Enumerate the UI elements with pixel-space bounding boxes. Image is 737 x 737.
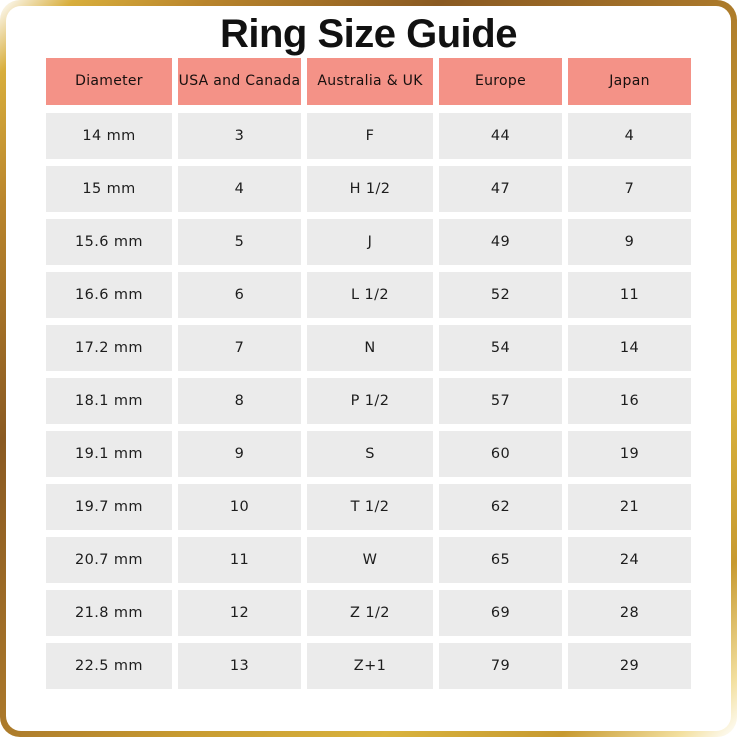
table-header-cell: Japan	[568, 58, 691, 105]
table-cell: 49	[439, 219, 562, 265]
table-cell: 9	[568, 219, 691, 265]
table-row: 22.5 mm 13 Z+1 79 29	[46, 643, 691, 689]
table-cell: 4	[178, 166, 301, 212]
table-cell: F	[307, 113, 433, 159]
table-cell: L 1/2	[307, 272, 433, 318]
table-cell: W	[307, 537, 433, 583]
table-cell: 60	[439, 431, 562, 477]
table-header-row: Diameter USA and Canada Australia & UK Euro…	[46, 58, 691, 105]
table-cell: 12	[178, 590, 301, 636]
table-cell: 21.8 mm	[46, 590, 172, 636]
table-header-cell: Australia & UK	[307, 58, 433, 105]
table-cell: 4	[568, 113, 691, 159]
table-cell: 7	[178, 325, 301, 371]
table-cell: 15.6 mm	[46, 219, 172, 265]
table-cell: 57	[439, 378, 562, 424]
table-cell: 62	[439, 484, 562, 530]
ring-size-table: Diameter USA and Canada Australia & UK Euro…	[46, 58, 691, 696]
table-cell: Z 1/2	[307, 590, 433, 636]
table-cell: 6	[178, 272, 301, 318]
table-cell: N	[307, 325, 433, 371]
page-title: Ring Size Guide	[220, 12, 517, 56]
table-header-cell: Diameter	[46, 58, 172, 105]
table-cell: 19	[568, 431, 691, 477]
table-row: 17.2 mm 7 N 54 14	[46, 325, 691, 371]
table-cell: 19.7 mm	[46, 484, 172, 530]
table-row: 20.7 mm 11 W 65 24	[46, 537, 691, 583]
table-cell: 14 mm	[46, 113, 172, 159]
table-cell: S	[307, 431, 433, 477]
table-body: 14 mm 3 F 44 4 15 mm 4 H 1/2 47 7 15.6 mm 5 J 49 9 16.6…	[46, 113, 691, 689]
table-cell: 24	[568, 537, 691, 583]
table-cell: 14	[568, 325, 691, 371]
table-cell: P 1/2	[307, 378, 433, 424]
table-cell: 28	[568, 590, 691, 636]
table-header-cell: Europe	[439, 58, 562, 105]
table-cell: 69	[439, 590, 562, 636]
table-cell: 15 mm	[46, 166, 172, 212]
table-cell: 3	[178, 113, 301, 159]
table-header-cell: USA and Canada	[178, 58, 301, 105]
table-cell: 10	[178, 484, 301, 530]
table-cell: H 1/2	[307, 166, 433, 212]
table-cell: 18.1 mm	[46, 378, 172, 424]
table-row: 19.1 mm 9 S 60 19	[46, 431, 691, 477]
table-cell: 54	[439, 325, 562, 371]
table-cell: 9	[178, 431, 301, 477]
table-cell: 65	[439, 537, 562, 583]
table-cell: 21	[568, 484, 691, 530]
table-cell: 13	[178, 643, 301, 689]
table-row: 21.8 mm 12 Z 1/2 69 28	[46, 590, 691, 636]
page-canvas: Ring Size Guide Diameter USA and Canada Au…	[6, 6, 731, 731]
table-cell: 11	[568, 272, 691, 318]
table-row: 16.6 mm 6 L 1/2 52 11	[46, 272, 691, 318]
table-cell: 11	[178, 537, 301, 583]
table-row: 15 mm 4 H 1/2 47 7	[46, 166, 691, 212]
table-cell: 52	[439, 272, 562, 318]
table-cell: 44	[439, 113, 562, 159]
table-row: 19.7 mm 10 T 1/2 62 21	[46, 484, 691, 530]
table-cell: 20.7 mm	[46, 537, 172, 583]
table-row: 14 mm 3 F 44 4	[46, 113, 691, 159]
table-cell: 7	[568, 166, 691, 212]
table-cell: 16.6 mm	[46, 272, 172, 318]
table-row: 18.1 mm 8 P 1/2 57 16	[46, 378, 691, 424]
table-cell: 22.5 mm	[46, 643, 172, 689]
table-row: 15.6 mm 5 J 49 9	[46, 219, 691, 265]
table-cell: 5	[178, 219, 301, 265]
table-cell: J	[307, 219, 433, 265]
table-cell: 17.2 mm	[46, 325, 172, 371]
table-cell: 29	[568, 643, 691, 689]
table-cell: T 1/2	[307, 484, 433, 530]
table-cell: 79	[439, 643, 562, 689]
table-cell: Z+1	[307, 643, 433, 689]
table-cell: 19.1 mm	[46, 431, 172, 477]
table-cell: 16	[568, 378, 691, 424]
table-cell: 8	[178, 378, 301, 424]
table-cell: 47	[439, 166, 562, 212]
